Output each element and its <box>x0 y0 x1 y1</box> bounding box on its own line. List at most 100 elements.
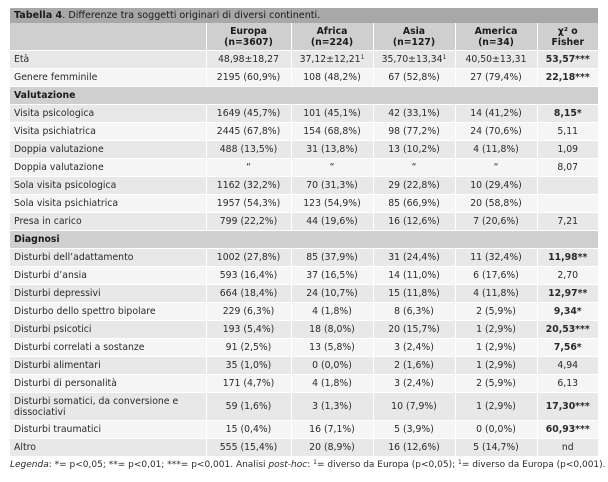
cell-asia: 14 (11,0%) <box>372 266 455 285</box>
cell-europa: 91 (2,5%) <box>205 338 291 357</box>
cell-america: 2 (5,9%) <box>454 302 537 321</box>
row-label: Disturbi traumatici <box>10 420 206 439</box>
table-row: Disturbi alimentari 35 (1,0%) 0 (0,0%) 2 (1… <box>10 356 598 375</box>
cell-africa: 13 (5,8%) <box>290 338 373 357</box>
cell-africa: 101 (45,1%) <box>290 104 373 123</box>
table-row: Visita psichiatrica 2445 (67,8%) 154 (68,8… <box>10 122 598 141</box>
cell-africa: 18 (8,0%) <box>290 320 373 339</box>
table-legend: Legenda: *= p<0,05; **= p<0,01; ***= p<0… <box>10 459 606 471</box>
cell-europa: 2445 (67,8%) <box>205 122 291 141</box>
cell-america: 5 (14,7%) <box>454 438 537 457</box>
row-label: Doppia valutazione <box>10 140 206 159</box>
cell-chi-square: 8,07 <box>536 158 598 177</box>
cell-africa: 4 (1,8%) <box>290 374 373 393</box>
cell-chi-square <box>536 194 598 213</box>
cell-america: 4 (11,8%) <box>454 140 537 159</box>
table-row: Età 48,98±18,27 37,12±12,211 35,70±13,341 40… <box>10 50 598 69</box>
data-table: Europa (n=3607) Africa (n=224) Asia (n=127)… <box>10 23 598 457</box>
cell-asia: 85 (66,9%) <box>372 194 455 213</box>
row-label: Disturbi depressivi <box>10 284 206 303</box>
cell-europa: 593 (16,4%) <box>205 266 291 285</box>
cell-africa: 31 (13,8%) <box>290 140 373 159</box>
cell-chi-square: 6,13 <box>536 374 598 393</box>
cell-chi-square: 12,97** <box>536 284 598 303</box>
cell-asia: 15 (11,8%) <box>372 284 455 303</box>
cell-europa: 1957 (54,3%) <box>205 194 291 213</box>
cell-america: 2 (5,9%) <box>454 374 537 393</box>
cell-america: 40,50±13,31 <box>454 50 537 69</box>
row-label: Genere femminile <box>10 68 206 87</box>
cell-europa: 193 (5,4%) <box>205 320 291 339</box>
table-row: Disturbi somatici, da conversione e diss… <box>10 392 598 421</box>
cell-africa: 37 (16,5%) <box>290 266 373 285</box>
cell-africa: 44 (19,6%) <box>290 212 373 231</box>
cell-asia: 67 (52,8%) <box>372 68 455 87</box>
header-cell-africa: Africa (n=224) <box>290 23 373 51</box>
cell-europa: 229 (6,3%) <box>205 302 291 321</box>
cell-europa: 59 (1,6%) <box>205 392 291 421</box>
cell-europa: 799 (22,2%) <box>205 212 291 231</box>
cell-asia: 2 (1,6%) <box>372 356 455 375</box>
cell-asia: “ <box>372 158 455 177</box>
cell-africa: “ <box>290 158 373 177</box>
cell-america: 20 (58,8%) <box>454 194 537 213</box>
cell-africa: 37,12±12,211 <box>290 50 373 69</box>
table-row: Disturbi correlati a sostanze 91 (2,5%) 13… <box>10 338 598 357</box>
cell-asia: 20 (15,7%) <box>372 320 455 339</box>
row-label: Disturbi psicotici <box>10 320 206 339</box>
cell-asia: 31 (24,4%) <box>372 248 455 267</box>
row-label: Disturbi di personalità <box>10 374 206 393</box>
row-label: Età <box>10 50 206 69</box>
table-row: Disturbi d’ansia 593 (16,4%) 37 (16,5%) 14 … <box>10 266 598 285</box>
table-caption-text: . Differenze tra soggetti originari di d… <box>62 10 321 21</box>
cell-asia: 3 (2,4%) <box>372 374 455 393</box>
table-row: Altro 555 (15,4%) 20 (8,9%) 16 (12,6%) 5 (14… <box>10 438 598 457</box>
cell-asia: 5 (3,9%) <box>372 420 455 439</box>
cell-europa: 664 (18,4%) <box>205 284 291 303</box>
cell-asia: 16 (12,6%) <box>372 212 455 231</box>
cell-chi-square: 60,93*** <box>536 420 598 439</box>
cell-africa: 4 (1,8%) <box>290 302 373 321</box>
cell-africa: 154 (68,8%) <box>290 122 373 141</box>
table-row: Disturbi traumatici 15 (0,4%) 16 (7,1%) 5 (… <box>10 420 598 439</box>
row-label: Disturbi alimentari <box>10 356 206 375</box>
cell-asia: 16 (12,6%) <box>372 438 455 457</box>
cell-chi-square: 7,56* <box>536 338 598 357</box>
cell-chi-square: 11,98** <box>536 248 598 267</box>
cell-asia: 13 (10,2%) <box>372 140 455 159</box>
cell-europa: 1162 (32,2%) <box>205 176 291 195</box>
header-cell-europa: Europa (n=3607) <box>205 23 291 51</box>
header-row: Europa (n=3607) Africa (n=224) Asia (n=127)… <box>10 23 598 51</box>
row-label: Altro <box>10 438 206 457</box>
cell-chi-square: 7,21 <box>536 212 598 231</box>
cell-asia: 8 (6,3%) <box>372 302 455 321</box>
cell-europa: 15 (0,4%) <box>205 420 291 439</box>
section-header: Valutazione <box>10 86 598 105</box>
section-header: Diagnosi <box>10 230 598 249</box>
cell-america: 6 (17,6%) <box>454 266 537 285</box>
cell-asia: 98 (77,2%) <box>372 122 455 141</box>
cell-africa: 123 (54,9%) <box>290 194 373 213</box>
cell-chi-square: 22,18*** <box>536 68 598 87</box>
row-label: Sola visita psicologica <box>10 176 206 195</box>
table-row: Disturbi dell’adattamento 1002 (27,8%) 85 … <box>10 248 598 267</box>
table-row: Sola visita psicologica 1162 (32,2%) 70 (3… <box>10 176 598 195</box>
row-label: Disturbi dell’adattamento <box>10 248 206 267</box>
table-caption: Tabella 4. Differenze tra soggetti origi… <box>10 8 598 23</box>
table-row: Disturbi di personalità 171 (4,7%) 4 (1,8%… <box>10 374 598 393</box>
cell-chi-square: 53,57*** <box>536 50 598 69</box>
cell-africa: 0 (0,0%) <box>290 356 373 375</box>
cell-chi-square: 5,11 <box>536 122 598 141</box>
cell-africa: 108 (48,2%) <box>290 68 373 87</box>
table-row: Genere femminile 2195 (60,9%) 108 (48,2%) 6… <box>10 68 598 87</box>
cell-chi-square: 8,15* <box>536 104 598 123</box>
table-row: Disturbi psicotici 193 (5,4%) 18 (8,0%) 20 … <box>10 320 598 339</box>
cell-asia: 10 (7,9%) <box>372 392 455 421</box>
table-document: Tabella 4. Differenze tra soggetti origi… <box>10 8 606 471</box>
cell-america: 24 (70,6%) <box>454 122 537 141</box>
cell-america: 0 (0,0%) <box>454 420 537 439</box>
cell-asia: 3 (2,4%) <box>372 338 455 357</box>
cell-africa: 20 (8,9%) <box>290 438 373 457</box>
cell-europa: 488 (13,5%) <box>205 140 291 159</box>
row-label: Disturbo dello spettro bipolare <box>10 302 206 321</box>
